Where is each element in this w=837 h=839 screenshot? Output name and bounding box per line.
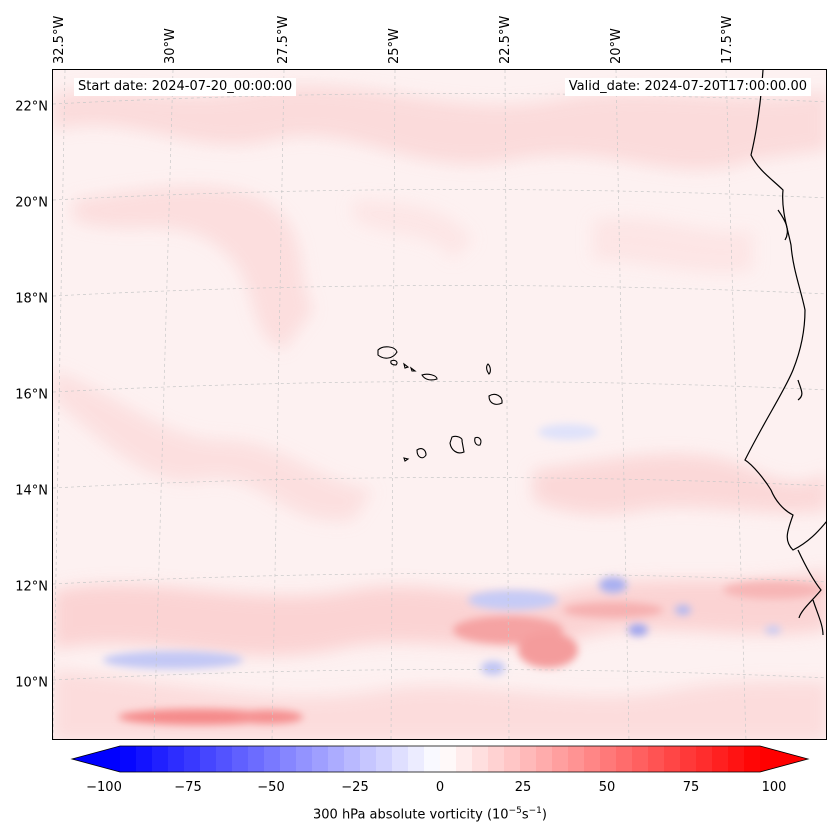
colorbar-cell	[264, 746, 281, 772]
colorbar-cell	[344, 746, 361, 772]
colorbar-cell	[456, 746, 473, 772]
lat-label-20n: 20°N	[15, 195, 48, 211]
colorbar-cell	[360, 746, 377, 772]
colorbar-cell	[248, 746, 265, 772]
colorbar-cell	[440, 746, 457, 772]
colorbar-tick-minus-75: −75	[174, 780, 202, 795]
vorticity-field	[53, 70, 826, 739]
colorbar-tick-minus-50: −50	[257, 780, 285, 795]
lat-label-16n: 16°N	[15, 387, 48, 403]
colorbar-cell	[200, 746, 217, 772]
colorbar-cell	[648, 746, 665, 772]
colorbar-low-extension	[72, 746, 120, 772]
lat-label-12n: 12°N	[15, 579, 48, 595]
colorbar-tick-0: 0	[435, 780, 445, 795]
colorbar-cell	[664, 746, 681, 772]
colorbar-cell	[136, 746, 153, 772]
colorbar-cell	[632, 746, 649, 772]
colorbar-tick-minus-100: −100	[86, 780, 122, 795]
lon-label-25w: 25°W	[387, 28, 402, 64]
colorbar-cell	[600, 746, 617, 772]
map-panel: Start date: 2024-07-20_00:00:00 Valid_da…	[52, 69, 827, 740]
lon-label-32-5w: 32.5°W	[52, 15, 67, 64]
lon-label-22-5w: 22.5°W	[498, 15, 513, 64]
valid-date-box: Valid_date: 2024-07-20T17:00:00.00	[564, 78, 811, 96]
lon-label-27-5w: 27.5°W	[276, 15, 291, 64]
colorbar-cell	[184, 746, 201, 772]
colorbar-cell	[152, 746, 169, 772]
colorbar-cell	[280, 746, 297, 772]
colorbar-cell	[376, 746, 393, 772]
colorbar-high-extension	[760, 746, 808, 772]
colorbar	[70, 745, 810, 773]
colorbar-tick-75: 75	[682, 780, 700, 795]
colorbar-cell	[712, 746, 729, 772]
coastline	[744, 70, 826, 636]
lat-label-14n: 14°N	[15, 483, 48, 499]
colorbar-cell	[120, 746, 137, 772]
colorbar-cell	[520, 746, 537, 772]
colorbar-cell	[408, 746, 425, 772]
colorbar-tick-minus-25: −25	[341, 780, 369, 795]
colorbar-cell	[424, 746, 441, 772]
colorbar-cell	[536, 746, 553, 772]
colorbar-cell	[696, 746, 713, 772]
colorbar-tick-50: 50	[598, 780, 616, 795]
colorbar-cell	[568, 746, 585, 772]
colorbar-cell	[680, 746, 697, 772]
lon-label-30w: 30°W	[163, 28, 178, 64]
lat-label-10n: 10°N	[15, 675, 48, 691]
lat-label-18n: 18°N	[15, 291, 48, 307]
colorbar-cell	[616, 746, 633, 772]
colorbar-cell	[392, 746, 409, 772]
colorbar-cell	[328, 746, 345, 772]
lat-label-22n: 22°N	[15, 99, 48, 115]
lon-label-17-5w: 17.5°W	[720, 15, 735, 64]
colorbar-cell	[552, 746, 569, 772]
colorbar-cell	[296, 746, 313, 772]
colorbar-cell	[216, 746, 233, 772]
colorbar-cell	[584, 746, 601, 772]
colorbar-tick-25: 25	[514, 780, 532, 795]
colorbar-cell	[728, 746, 745, 772]
colorbar-cell	[472, 746, 489, 772]
colorbar-cell	[488, 746, 505, 772]
colorbar-cell	[504, 746, 521, 772]
lon-label-20w: 20°W	[609, 28, 624, 64]
colorbar-cell	[168, 746, 185, 772]
start-date-box: Start date: 2024-07-20_00:00:00	[74, 78, 297, 96]
colorbar-cell	[232, 746, 249, 772]
islands	[377, 346, 503, 462]
colorbar-cell	[312, 746, 329, 772]
colorbar-tick-100: 100	[761, 780, 787, 795]
colorbar-cell	[744, 746, 761, 772]
